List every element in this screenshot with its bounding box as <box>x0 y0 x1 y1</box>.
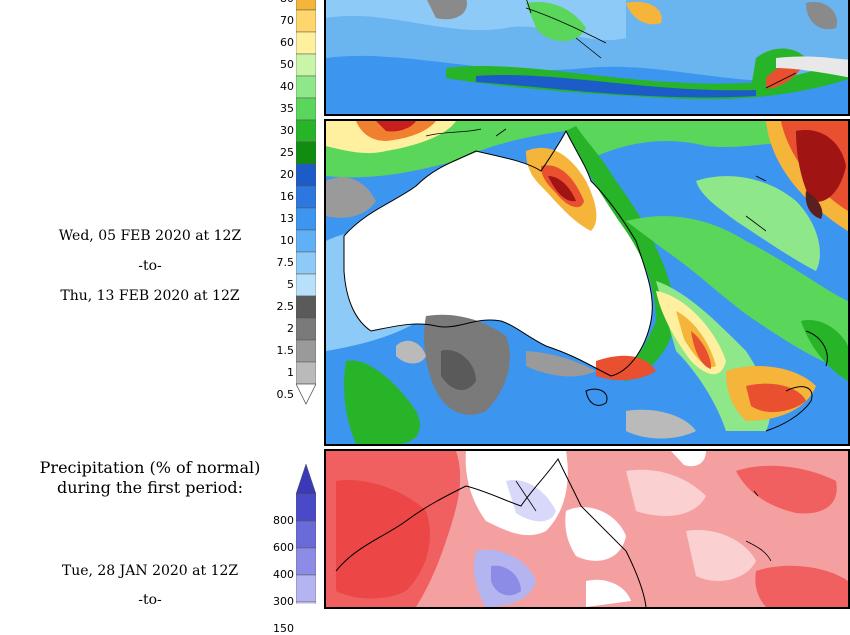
scale-swatch <box>295 520 317 549</box>
scale-swatch <box>295 229 317 253</box>
scale-tick-label: 150 <box>273 622 294 635</box>
scale-tick-label: 2 <box>287 322 294 335</box>
percent-normal-color-scale-bar <box>295 463 317 630</box>
scale-swatch <box>295 361 317 385</box>
percent-normal-color-scale <box>295 463 317 630</box>
scale-swatch <box>295 185 317 209</box>
scale-tick-label: 25 <box>280 146 294 159</box>
scale-swatch <box>295 119 317 143</box>
scale-arrow-top <box>295 463 317 495</box>
scale-swatch <box>295 493 317 522</box>
scale-tick-label: 800 <box>273 514 294 527</box>
period-start-date: Wed, 05 FEB 2020 at 12Z <box>58 228 242 244</box>
scale-tick-label: 600 <box>273 541 294 554</box>
scale-tick-label: 2.5 <box>276 300 295 313</box>
scale-tick-label: 5 <box>287 278 294 291</box>
scale-swatch <box>295 53 317 77</box>
scale-swatch <box>295 9 317 33</box>
scale-tick-label: 16 <box>280 190 294 203</box>
scale-swatch <box>295 339 317 363</box>
panel-title-line1: Precipitation (% of normal) <box>39 458 261 477</box>
scale-swatch <box>295 295 317 319</box>
scale-tick-label: 35 <box>280 102 294 115</box>
scale-tick-label: 80 <box>254 0 294 5</box>
scale-swatch <box>295 207 317 231</box>
precip-forecast-map <box>324 119 850 446</box>
scale-tick-label: 13 <box>280 212 294 225</box>
scale-swatch <box>295 0 317 11</box>
scale-tick-label: 70 <box>280 14 294 27</box>
scale-swatch <box>295 97 317 121</box>
period-start-date-2: Tue, 28 JAN 2020 at 12Z <box>61 563 239 579</box>
scale-swatch <box>295 141 317 165</box>
scale-tick-label: 0.5 <box>276 388 295 401</box>
scale-swatch <box>295 251 317 275</box>
scale-tick-label: 40 <box>280 80 294 93</box>
scale-tick-label: 1 <box>287 366 294 379</box>
period-end-date: Thu, 13 FEB 2020 at 12Z <box>60 288 240 304</box>
scale-swatch <box>295 574 317 603</box>
percent-normal-map <box>324 449 850 609</box>
scale-tick-label: 60 <box>280 36 294 49</box>
scale-tick-label: 7.5 <box>276 256 295 269</box>
scale-tick-label: 30 <box>280 124 294 137</box>
scale-tick-label: 400 <box>273 568 294 581</box>
scale-swatch <box>295 75 317 99</box>
scale-swatch <box>295 31 317 55</box>
scale-swatch <box>295 547 317 576</box>
scale-tick-label: 20 <box>280 168 294 181</box>
scale-tick-label: 1.5 <box>276 344 295 357</box>
precip-color-scale-bar <box>295 0 317 405</box>
precip-color-scale <box>295 0 317 418</box>
scale-swatch <box>295 601 317 630</box>
scale-swatch <box>295 273 317 297</box>
scale-tick-label: 10 <box>280 234 294 247</box>
period-separator: -to- <box>138 258 162 274</box>
scale-swatch <box>295 317 317 341</box>
scale-tick-label: 300 <box>273 595 294 608</box>
panel-title-line2: during the first period: <box>56 478 244 497</box>
scale-arrow-bottom <box>295 383 317 405</box>
scale-tick-label: 50 <box>280 58 294 71</box>
scale-swatch <box>295 163 317 187</box>
forecast-map-top <box>324 0 850 116</box>
